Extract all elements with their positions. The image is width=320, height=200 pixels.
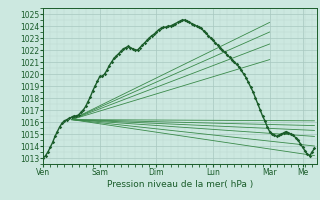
X-axis label: Pression niveau de la mer( hPa ): Pression niveau de la mer( hPa ) [107, 180, 253, 189]
